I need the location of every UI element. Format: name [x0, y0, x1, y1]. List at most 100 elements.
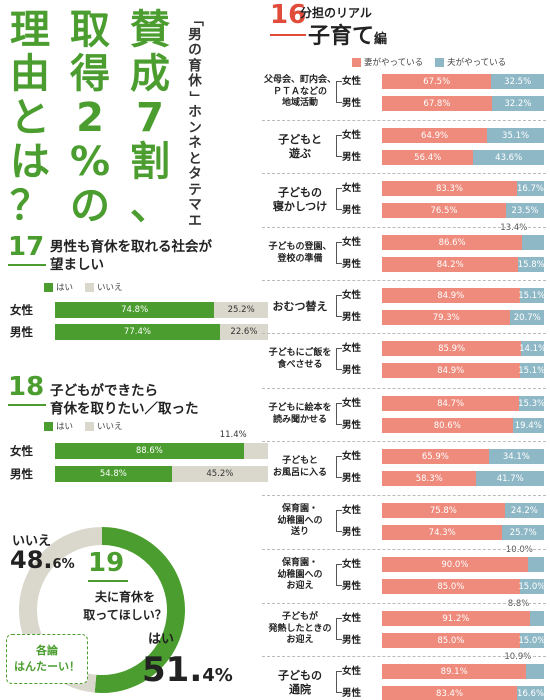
- bar-husband: 16.6%: [517, 686, 544, 700]
- title-char: 由: [10, 51, 50, 97]
- bar-husband-callout: 10.9%: [504, 652, 532, 662]
- title-column-1: 賛成 7 割、: [128, 8, 172, 228]
- section-18-title: 子どもができたら 育休を取りたい／取った: [50, 382, 199, 418]
- section-16-underline: [270, 34, 306, 36]
- title-column-2: 取得 2% の: [68, 8, 112, 228]
- stacked-bar: 67.5% 32.5%: [382, 74, 544, 89]
- category-label-line: 食べさせる: [277, 359, 323, 370]
- stacked-bar: 80.6% 19.4%: [382, 418, 544, 433]
- subtitle-char: ネ: [188, 135, 202, 151]
- bar-husband: [527, 557, 544, 572]
- subtitle-char: 「: [187, 13, 204, 27]
- category-label: 子どもと お風呂に入る: [262, 456, 338, 479]
- category-bracket: [336, 348, 342, 370]
- bar-wife: 90.0%: [382, 557, 528, 572]
- bar-husband: 14.1%: [519, 341, 546, 356]
- category-label-line: 子どもに絵本を: [268, 403, 332, 413]
- category-label-line: 保育園・: [281, 504, 318, 515]
- legend-label-wife: 妻がやっている: [364, 58, 424, 68]
- bar-row: 女性 89.1%: [340, 664, 550, 679]
- bar-wife: 91.2%: [382, 611, 530, 626]
- bar-row: 女性 65.9% 34.1%: [340, 449, 550, 464]
- bar-wife: 83.4%: [382, 686, 518, 700]
- stacked-bar: 65.9% 34.1%: [382, 449, 544, 464]
- stacked-bar: 83.3% 16.7%: [382, 181, 544, 196]
- bar-wife: 79.3%: [382, 310, 511, 325]
- bar-no: 25.2%: [214, 302, 268, 318]
- subtitle-char: 休: [188, 73, 202, 89]
- bar-row-label: 男性: [342, 312, 362, 323]
- section-19-underline: [88, 580, 128, 582]
- bar-row-label: 女性: [342, 183, 362, 194]
- section-18-title-line1: 子どもができたら: [50, 383, 158, 399]
- section-17-title: 男性も育休を取れる社会が 望ましい: [50, 238, 212, 274]
- category-label: おむつ替え: [262, 300, 338, 314]
- bar-husband: [529, 611, 544, 626]
- section-16-title-small: 分担のリアル: [300, 6, 372, 20]
- stacked-bar: 84.7% 15.3%: [382, 396, 545, 411]
- bar-wife: 65.9%: [382, 449, 489, 464]
- legend-swatch-husband: [435, 57, 445, 67]
- bar-row: 男性 76.5% 23.5%: [340, 203, 550, 218]
- section-19-number: 19: [88, 548, 125, 578]
- bar-husband: 24.2%: [504, 503, 544, 518]
- subtitle-char: ホ: [188, 104, 202, 120]
- bar-husband: 15.1%: [518, 288, 545, 303]
- stacked-bar: 67.8% 32.2%: [382, 96, 544, 111]
- bar-no: [243, 443, 268, 459]
- bar-wife: 74.3%: [382, 525, 503, 540]
- bar-row-label: 男性: [342, 259, 362, 270]
- bar-row-label: 女性: [342, 559, 362, 570]
- bar-husband: 15.0%: [518, 579, 545, 594]
- bar-wife: 84.7%: [382, 396, 520, 411]
- bar-row: 男性 56.4% 43.6%: [340, 150, 550, 165]
- bar-wife: 84.2%: [382, 257, 519, 272]
- category-label-line: 子どもが: [281, 612, 318, 623]
- donut-slice-yes: [94, 527, 185, 693]
- bar-husband: 43.6%: [473, 150, 544, 165]
- stacked-bar: 83.4% 16.6%: [382, 686, 544, 700]
- section-17-title-line2: 望ましい: [50, 257, 104, 273]
- section-16-number: 16: [270, 0, 307, 30]
- category-label-line: おむつ替え: [272, 299, 328, 313]
- bar-row-label: 女性: [342, 398, 362, 409]
- legend-label-yes: はい: [56, 283, 74, 293]
- section-18-title-line2: 育休を取りたい／取った: [50, 401, 199, 417]
- subtitle-char: 育: [188, 57, 202, 74]
- bar-row: 男性 85.0% 15.0%: [340, 579, 550, 594]
- category-label: 子どもの 寝かしつけ: [262, 186, 338, 214]
- subtitle-char: マ: [188, 197, 202, 213]
- section-19-question: 夫に育休を 取ってほしい？: [70, 588, 180, 624]
- bar-husband: 15.8%: [518, 257, 545, 272]
- section-17-title-line1: 男性も育休を取れる社会が: [50, 239, 212, 255]
- donut-yes-percent: 51.4%: [142, 650, 233, 690]
- bar-row-label: 男性: [10, 325, 33, 339]
- bar-row: 女性 84.7% 15.3%: [340, 396, 550, 411]
- stacked-bar: 91.2%: [382, 611, 544, 626]
- subtitle: 「男の育休」ホンネとタテマエ: [185, 12, 205, 229]
- category-label: 子どもの 通院: [262, 669, 338, 697]
- bar-husband: 34.1%: [488, 449, 544, 464]
- category-label-line: 子どもの登園、: [268, 242, 332, 252]
- legend-swatch-yes: [44, 282, 53, 292]
- category-label: 子どもにご飯を 食べさせる: [262, 348, 338, 371]
- title-char: 取: [70, 7, 110, 53]
- bar-row: 男性 84.2% 15.8%: [340, 257, 550, 272]
- category-separator: [262, 549, 546, 550]
- donut-yes-label: はい: [148, 632, 175, 647]
- category-label-line: お風呂に入る: [272, 467, 327, 478]
- category-bracket: [336, 456, 342, 478]
- bar-row-label: 女性: [342, 505, 362, 516]
- section-18-legend: はい いいえ: [44, 420, 135, 432]
- bar-row-label: 男性: [342, 581, 362, 592]
- category-label-line: 遊ぶ: [289, 146, 311, 160]
- legend-label-husband: 夫がやっている: [447, 58, 507, 68]
- bar-row-label: 男性: [342, 420, 362, 431]
- bar-wife: 58.3%: [382, 471, 477, 486]
- stacked-bar: 86.6%: [382, 235, 544, 250]
- bar-wife: 64.9%: [382, 128, 488, 143]
- stacked-bar: 84.9% 15.1%: [382, 288, 545, 303]
- stacked-bar: 85.0% 15.0%: [382, 579, 545, 594]
- bar-husband: 41.7%: [476, 471, 544, 486]
- stacked-bar: 84.2% 15.8%: [382, 257, 545, 272]
